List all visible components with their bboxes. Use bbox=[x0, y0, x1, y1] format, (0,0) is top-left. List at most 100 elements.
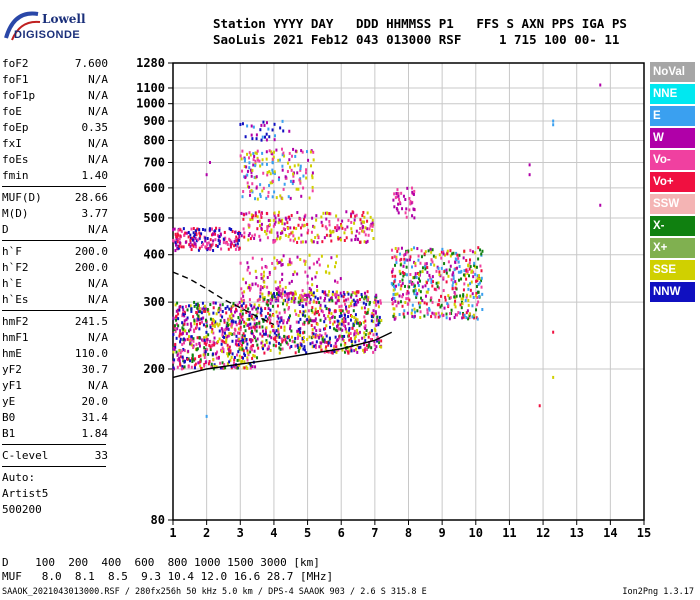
echo-point bbox=[345, 210, 348, 214]
echo-point bbox=[248, 224, 251, 228]
echo-point bbox=[209, 317, 212, 321]
echo-point bbox=[450, 308, 453, 312]
echo-point bbox=[471, 250, 474, 254]
param-value: 20.0 bbox=[81, 395, 109, 408]
echo-point-isolated bbox=[552, 375, 555, 379]
echo-point bbox=[347, 346, 350, 350]
echo-point bbox=[212, 301, 215, 305]
echo-point bbox=[243, 231, 246, 235]
echo-point bbox=[232, 314, 235, 318]
echo-point bbox=[277, 221, 280, 225]
echo-point bbox=[249, 366, 252, 370]
echo-point bbox=[243, 159, 246, 163]
echo-point bbox=[279, 260, 282, 264]
echo-point bbox=[242, 277, 245, 281]
echo-point bbox=[306, 274, 309, 278]
echo-point bbox=[245, 212, 248, 216]
echo-point bbox=[404, 252, 407, 256]
scaled-parameters-panel: foF2 7.600 foF1 N/A foF1p N/A foE N/A foEp 0.35 fx… bbox=[2, 56, 108, 518]
echo-point bbox=[203, 356, 206, 360]
echo-point bbox=[258, 297, 261, 301]
param-value: 0.35 bbox=[81, 121, 109, 134]
echo-point bbox=[246, 261, 249, 265]
echo-point bbox=[338, 336, 341, 340]
echo-point bbox=[234, 247, 237, 251]
echo-point bbox=[346, 290, 349, 294]
echo-point bbox=[414, 261, 417, 265]
echo-point bbox=[174, 249, 177, 253]
echo-point bbox=[391, 274, 394, 278]
echo-point bbox=[261, 189, 264, 193]
echo-point bbox=[191, 236, 194, 240]
echo-point bbox=[452, 274, 455, 278]
echo-point bbox=[269, 321, 272, 325]
echo-point bbox=[255, 307, 258, 311]
echo-point bbox=[269, 330, 272, 334]
auto-label: Auto: bbox=[2, 471, 36, 484]
echo-point bbox=[303, 215, 306, 219]
echo-point bbox=[289, 262, 292, 266]
param-value: N/A bbox=[88, 223, 108, 236]
echo-point bbox=[198, 322, 201, 326]
echo-point bbox=[396, 208, 399, 212]
echo-point bbox=[377, 319, 380, 323]
echo-point bbox=[457, 260, 460, 264]
echo-point bbox=[311, 189, 314, 193]
echo-point bbox=[260, 257, 263, 261]
echo-point bbox=[260, 215, 263, 219]
echo-point bbox=[445, 268, 448, 272]
echo-point bbox=[350, 214, 353, 218]
echo-point bbox=[354, 335, 357, 339]
echo-point bbox=[252, 354, 255, 358]
echo-point bbox=[253, 354, 256, 358]
echo-point-isolated bbox=[552, 119, 555, 123]
echo-point bbox=[243, 235, 246, 239]
echo-point bbox=[273, 138, 276, 142]
echo-point bbox=[409, 273, 412, 277]
echo-point bbox=[395, 258, 398, 262]
echo-point bbox=[415, 295, 418, 299]
echo-point bbox=[290, 299, 293, 303]
echo-point bbox=[271, 294, 274, 298]
echo-point bbox=[356, 318, 359, 322]
echo-point bbox=[321, 290, 324, 294]
echo-point bbox=[345, 309, 348, 313]
echo-point bbox=[458, 253, 461, 257]
echo-point bbox=[361, 213, 364, 217]
echo-point bbox=[187, 357, 190, 361]
echo-point bbox=[420, 255, 423, 259]
x-tick-label: 11 bbox=[502, 526, 516, 540]
echo-point bbox=[334, 341, 337, 345]
echo-point bbox=[340, 322, 343, 326]
echo-point bbox=[249, 338, 252, 342]
echo-point bbox=[370, 329, 373, 333]
echo-point bbox=[478, 281, 481, 285]
echo-point bbox=[185, 318, 188, 322]
echo-point bbox=[276, 258, 279, 262]
param-label: foF1 bbox=[2, 73, 29, 86]
echo-point bbox=[400, 246, 403, 250]
echo-point bbox=[341, 219, 344, 223]
echo-point bbox=[334, 279, 337, 283]
echo-point bbox=[288, 257, 291, 261]
echo-point bbox=[244, 337, 247, 341]
echo-point bbox=[377, 300, 380, 304]
echo-point bbox=[243, 334, 246, 338]
echo-point bbox=[281, 231, 284, 235]
echo-point bbox=[173, 347, 176, 351]
echo-point bbox=[213, 343, 216, 347]
echo-point bbox=[204, 236, 207, 240]
echo-point bbox=[480, 276, 483, 280]
echo-point bbox=[435, 312, 438, 316]
echo-point bbox=[189, 238, 192, 242]
param-label: B1 bbox=[2, 427, 16, 440]
echo-point bbox=[281, 263, 284, 267]
echo-point bbox=[174, 303, 177, 307]
echo-point bbox=[421, 298, 424, 302]
echo-point bbox=[363, 220, 366, 224]
echo-point bbox=[320, 341, 323, 345]
echo-point bbox=[324, 347, 327, 351]
echo-point bbox=[259, 238, 262, 242]
echo-point bbox=[346, 350, 349, 354]
echo-point bbox=[331, 290, 334, 294]
